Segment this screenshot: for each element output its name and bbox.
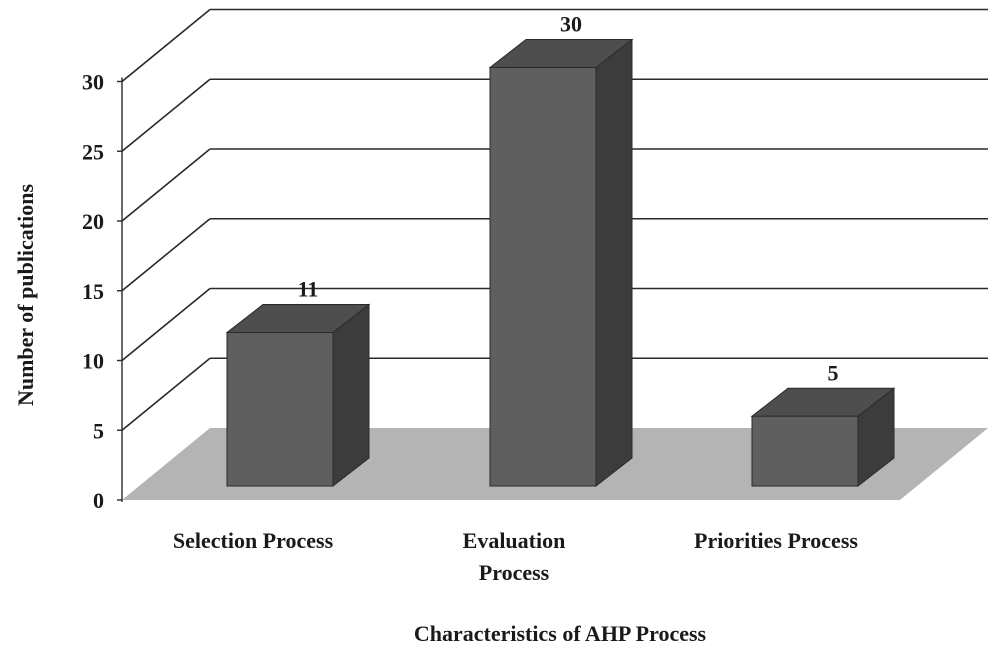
bar-3 <box>750 387 896 488</box>
x-axis-title: Characteristics of AHP Process <box>414 621 707 646</box>
category-label-line: Evaluation <box>463 528 566 553</box>
gridline-diagonal <box>121 148 211 222</box>
y-tick-label: 30 <box>82 70 104 95</box>
gridline-diagonal <box>121 287 211 362</box>
category-labels: Selection Process Evaluation Process Priori… <box>173 528 859 585</box>
bar-front <box>226 332 334 487</box>
category-label-line: Process <box>479 560 550 585</box>
y-tick-label: 25 <box>82 139 104 164</box>
gridline-diagonal <box>121 78 211 152</box>
bar-1 <box>225 303 371 488</box>
data-label: 5 <box>828 360 839 385</box>
data-labels: 11 30 5 <box>298 12 839 386</box>
gridline-diagonal <box>121 357 211 431</box>
category-label: Evaluation Process <box>463 528 566 585</box>
category-label-line: Priorities Process <box>694 528 858 553</box>
y-tick-label: 0 <box>93 488 104 513</box>
gridline-diagonal <box>121 8 211 83</box>
category-label: Priorities Process <box>694 528 858 553</box>
y-tick-label: 10 <box>82 349 104 374</box>
value-axis: 0 5 10 15 20 25 30 <box>82 70 123 513</box>
bar-front <box>489 67 597 487</box>
bar-2 <box>488 38 634 488</box>
bar-side <box>332 303 370 488</box>
y-axis-title: Number of publications <box>13 184 38 407</box>
bars <box>225 38 896 488</box>
category-label: Selection Process <box>173 528 334 553</box>
y-tick-label: 15 <box>82 279 104 304</box>
y-tick-label: 5 <box>93 418 104 443</box>
category-label-line: Selection Process <box>173 528 334 553</box>
gridline-diagonal <box>121 218 211 292</box>
data-label: 11 <box>298 277 319 302</box>
y-tick-label: 20 <box>82 209 104 234</box>
data-label: 30 <box>560 12 582 37</box>
bar-side <box>595 38 633 488</box>
bar-front <box>751 415 859 487</box>
